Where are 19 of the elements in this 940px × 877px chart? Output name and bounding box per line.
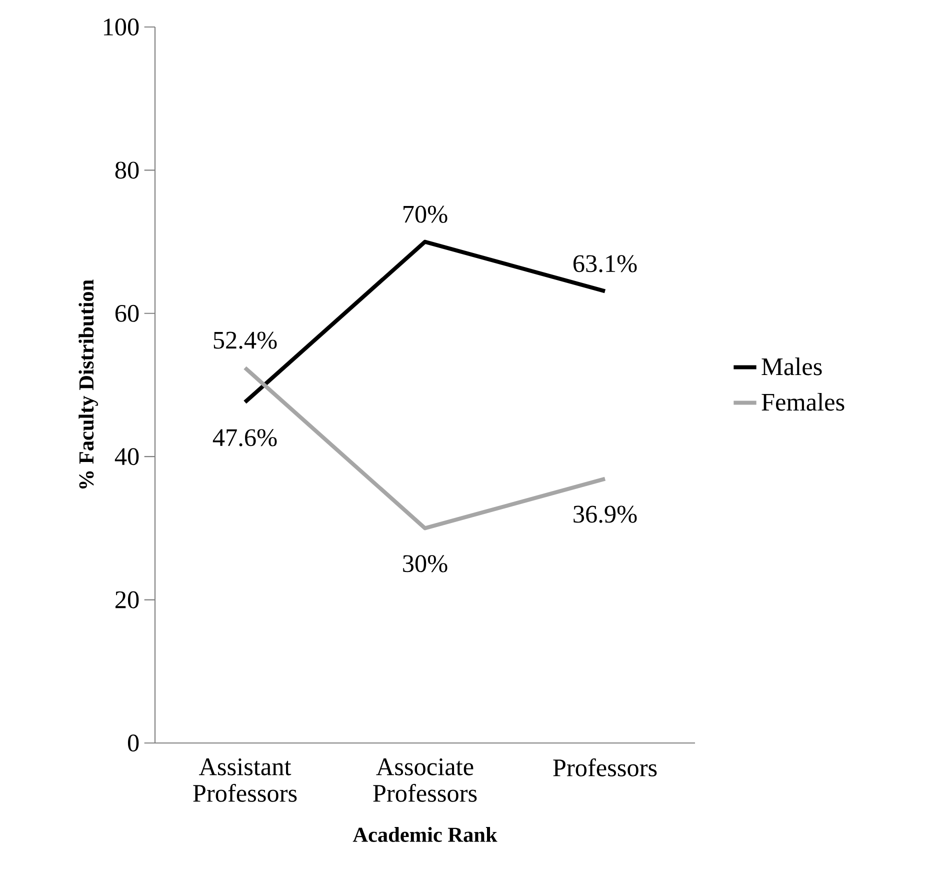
legend-label: Males — [762, 358, 822, 376]
x-axis-title: Academic Rank — [352, 827, 498, 842]
y-tick-label: 20 — [116, 591, 139, 608]
y-tick-label: 40 — [114, 448, 139, 466]
y-axis-title: % Faculty Distribution — [78, 280, 98, 488]
legend-label: Females — [762, 392, 844, 411]
data-label: 36.9% — [574, 506, 637, 523]
data-label: 70% — [404, 206, 448, 223]
x-tick-label: Associate Professors — [373, 758, 477, 802]
x-tick-label: Assistant Professors — [193, 758, 297, 802]
data-label: 52.4% — [214, 332, 277, 349]
y-tick-label: 60 — [115, 304, 139, 322]
x-tick-label: Professors — [553, 758, 657, 776]
y-tick-label: 100 — [104, 18, 139, 36]
y-tick-label: 80 — [115, 162, 139, 179]
data-label: 47.6% — [212, 429, 277, 446]
y-tick-label: 0 — [128, 734, 139, 752]
data-label: 30% — [403, 555, 448, 572]
data-label: 63.1% — [573, 255, 637, 272]
